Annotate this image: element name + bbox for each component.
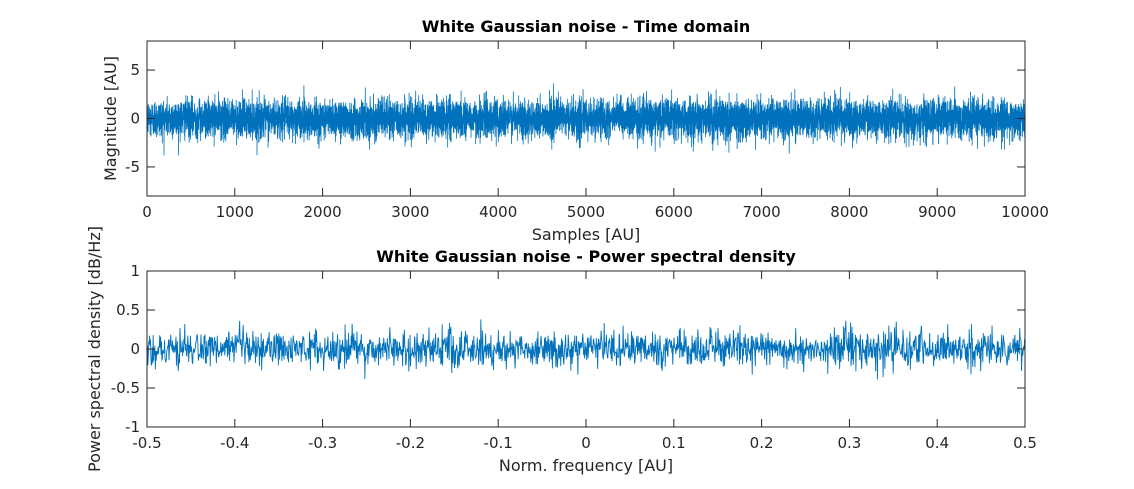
y-tick-label: 5 (130, 61, 140, 79)
chart-title: White Gaussian noise - Power spectral de… (376, 247, 796, 266)
x-tick-label: -0.4 (220, 434, 249, 452)
x-tick-label: -0.1 (484, 434, 513, 452)
x-tick-label: 1000 (216, 203, 254, 221)
x-axis-label: Norm. frequency [AU] (499, 456, 673, 475)
y-tick-label: -1 (125, 418, 140, 436)
x-tick-label: 2000 (304, 203, 342, 221)
axes-1: 0 1000 2000 3000 4000 5000 6000 7000 8000 9000 100… (101, 17, 1049, 244)
x-tick-label: 0.2 (750, 434, 774, 452)
axes-2: -0.5 -0.4 -0.3 -0.2 -0.1 0 0.1 0.2 0.3 0.4 0.5-1-0… (85, 226, 1037, 475)
x-tick-label: 0 (581, 434, 591, 452)
x-tick-label: -0.5 (132, 434, 161, 452)
plots: 0 1000 2000 3000 4000 5000 6000 7000 8000 9000 100… (85, 17, 1049, 475)
y-axis-label: Magnitude [AU] (101, 56, 120, 181)
y-tick-label: 0 (130, 340, 140, 358)
x-tick-label: 9000 (918, 203, 956, 221)
x-tick-label: 10000 (1001, 203, 1049, 221)
x-tick-label: -0.3 (308, 434, 337, 452)
y-tick-label: -0.5 (111, 379, 140, 397)
y-tick-label: -5 (125, 158, 140, 176)
x-tick-label: 0.1 (662, 434, 686, 452)
y-tick-label: 0.5 (116, 301, 140, 319)
x-tick-label: 5000 (567, 203, 605, 221)
x-tick-label: 7000 (743, 203, 781, 221)
x-tick-label: -0.2 (396, 434, 425, 452)
x-tick-label: 0.3 (837, 434, 861, 452)
x-tick-label: 0.4 (925, 434, 949, 452)
x-tick-label: 0.5 (1013, 434, 1037, 452)
x-tick-label: 3000 (391, 203, 429, 221)
data-series-line (146, 319, 1026, 380)
x-tick-label: 6000 (655, 203, 693, 221)
x-axis-label: Samples [AU] (532, 225, 641, 244)
chart-title: White Gaussian noise - Time domain (422, 17, 751, 36)
x-tick-label: 8000 (830, 203, 868, 221)
y-tick-label: 1 (130, 262, 140, 280)
x-tick-label: 0 (142, 203, 152, 221)
y-axis-label: Power spectral density [dB/Hz] (85, 226, 104, 472)
data-series-line (146, 83, 1026, 156)
y-tick-label: 0 (130, 110, 140, 128)
x-tick-label: 4000 (479, 203, 517, 221)
